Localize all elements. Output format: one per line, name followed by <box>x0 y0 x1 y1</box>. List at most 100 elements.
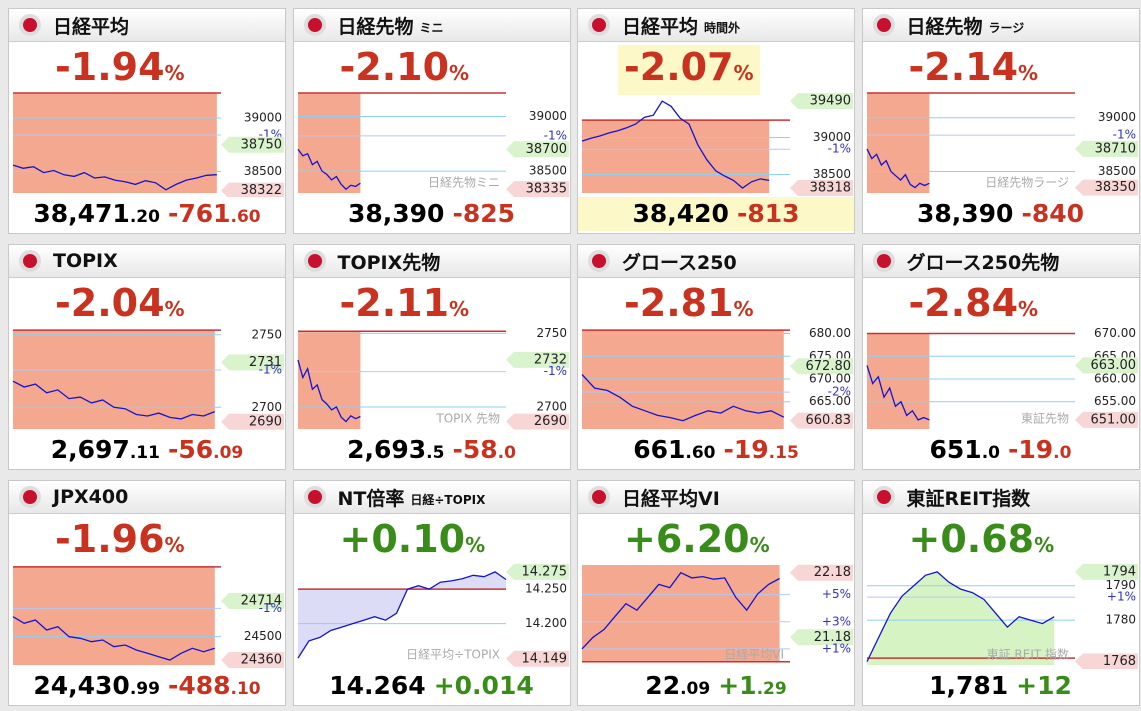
index-panel: 日経平均VI +6.20% 日経平均VI 22.18 +5% +3% 21.18 +1% 22.… <box>577 480 855 706</box>
range-fill <box>297 331 360 429</box>
panel-header: グロース250先物 <box>862 245 1139 278</box>
flag-icon <box>303 14 326 36</box>
diff: -825 <box>452 199 516 228</box>
range-fill <box>866 333 929 429</box>
value-tag <box>221 413 284 430</box>
axis-label: 38500 <box>244 164 282 178</box>
value-tag <box>790 358 853 375</box>
panel-title: TOPIX <box>53 250 118 272</box>
axis-label: 2700 <box>536 399 567 413</box>
index-panel: 東証REIT指数 +0.68% 東証 REIT 指数 1794 1790 +1% 1780 1… <box>861 480 1140 706</box>
range-fill <box>13 93 217 193</box>
axis-label: -1% <box>1112 128 1135 142</box>
mini-chart: 24714-1% 24500 24360 <box>12 566 284 668</box>
price-decimal: .99 <box>129 679 160 699</box>
panel-header: グロース250 <box>578 245 854 278</box>
axis-label: 655.00 <box>1094 394 1136 408</box>
axis-label: 24500 <box>244 629 282 643</box>
axis-label: -1% <box>543 364 566 378</box>
axis-label: 1780 <box>1105 613 1136 627</box>
change-unit: % <box>164 61 185 85</box>
axis-label: -1% <box>259 601 282 615</box>
diff: -58 <box>452 435 498 464</box>
diff: -488 <box>167 671 231 700</box>
price: 1,781 <box>929 671 1009 700</box>
range-fill <box>582 565 780 662</box>
flag-icon <box>303 250 326 272</box>
value-tag <box>1074 563 1138 580</box>
panel-header: 日経平均VI <box>578 481 854 514</box>
axis-label: 14.200 <box>525 616 567 630</box>
panel-title: 日経平均 <box>53 15 130 38</box>
change-value: +0.10 <box>339 517 466 561</box>
value-tag <box>1074 653 1138 669</box>
axis-label: 2750 <box>536 326 567 340</box>
price-line <box>581 374 785 422</box>
axis-label: 39490 <box>810 94 851 109</box>
change-unit: % <box>465 533 486 557</box>
value-tag <box>221 182 284 197</box>
index-panel: JPX400 -1.96% 24714 -1% 24500 24360 24,430.99-… <box>8 480 286 706</box>
flag-icon <box>588 486 610 508</box>
price-decimal: .0 <box>981 443 1000 463</box>
price-line <box>12 164 217 191</box>
change-value: -2.11 <box>339 281 450 325</box>
axis-label: 38750 <box>241 137 282 152</box>
price: 2,693 <box>347 435 427 464</box>
change-unit: % <box>733 297 754 321</box>
axis-label: 1790 <box>1105 578 1136 592</box>
axis-label: -1% <box>828 142 851 156</box>
axis-label: 38500 <box>813 167 851 181</box>
diff-decimal: .60 <box>230 207 261 227</box>
price-decimal: .11 <box>129 443 160 463</box>
axis-label: 670.00 <box>1094 326 1136 340</box>
axis-label: 39000 <box>244 110 282 124</box>
price-row: 38,420 -813 <box>578 197 854 231</box>
watermark: 日経先物ミニ <box>427 176 499 190</box>
flag-icon <box>19 14 41 36</box>
axis-label: 14.149 <box>521 651 567 666</box>
flag-icon <box>303 486 326 508</box>
change-unit: % <box>1034 533 1055 557</box>
change-percent: +0.10% <box>334 517 492 567</box>
price-decimal: .09 <box>680 679 711 699</box>
axis-label: 38322 <box>241 183 282 197</box>
axis-label: 2690 <box>249 414 282 429</box>
change-value: +0.68 <box>908 517 1035 561</box>
flag-icon <box>872 486 895 508</box>
axis-label: 21.18 <box>814 630 851 645</box>
diff: -813 <box>736 199 800 228</box>
axis-label: -1% <box>259 363 282 377</box>
change-value: -2.04 <box>55 281 165 325</box>
price-row: 24,430.99 -488.10 <box>9 669 285 706</box>
value-tag <box>790 179 853 196</box>
index-panel: 日経平均 時間外 -2.07% 39490 39000 -1% 38500 38318 38,4… <box>577 8 855 234</box>
value-tag <box>505 351 569 368</box>
change-percent: -2.11% <box>334 281 476 331</box>
index-panel: 日経先物 ラージ -2.14% 日経先物ラージ 39000 -1% 38710 38500 38… <box>861 8 1140 234</box>
axis-label: 24360 <box>241 653 282 668</box>
axis-label: -1% <box>543 128 566 142</box>
range-fill <box>13 330 215 429</box>
change-value: -1.96 <box>55 517 165 561</box>
price-row: 2,693.5 -58.0 <box>294 433 570 470</box>
axis-label: 1794 <box>1102 564 1135 579</box>
price: 651 <box>929 435 982 464</box>
diff-decimal: .09 <box>213 443 244 463</box>
panel-title: JPX400 <box>53 486 129 508</box>
price-line <box>296 359 361 423</box>
value-tag <box>1074 140 1138 157</box>
panel-title: グロース250先物 <box>906 251 1060 274</box>
axis-label: 38335 <box>525 182 566 197</box>
price-line <box>12 616 215 661</box>
panel-header: 日経先物 ミニ <box>293 9 570 42</box>
diff: -19 <box>1008 435 1054 464</box>
price: 38,420 <box>632 199 729 228</box>
panel-title: グロース250 <box>622 251 737 274</box>
price-row: 38,390 -825 <box>294 197 570 231</box>
change-percent: +0.68% <box>903 517 1061 567</box>
